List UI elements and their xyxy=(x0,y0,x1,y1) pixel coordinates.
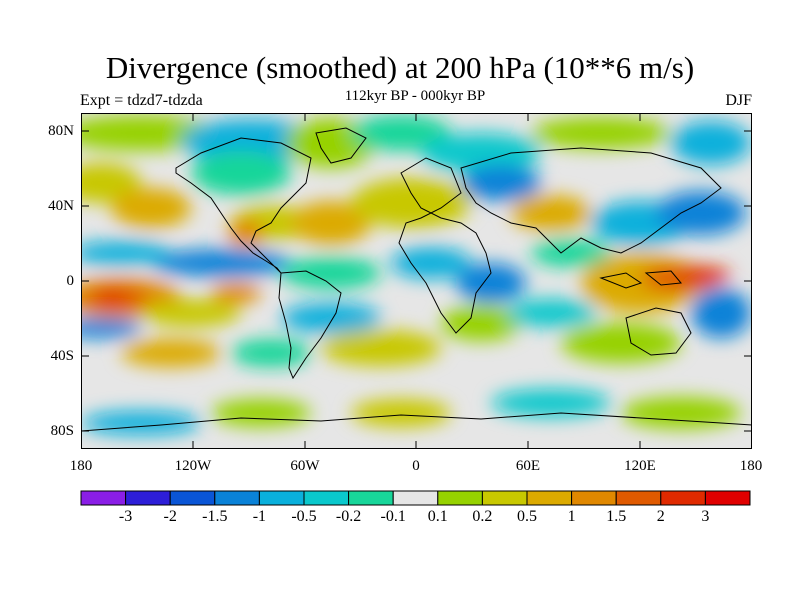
map-title: Divergence (smoothed) at 200 hPa (10**6 … xyxy=(105,50,695,85)
colorbar-label: 2 xyxy=(656,508,665,525)
colorbar-label: 0.1 xyxy=(427,508,448,525)
coastlines xyxy=(81,127,752,432)
season-label: DJF xyxy=(725,92,752,109)
colorbar-label: -1 xyxy=(252,508,267,525)
map-svg xyxy=(81,113,752,449)
colorbar-label: -0.2 xyxy=(335,508,362,525)
lon-label-120e: 120E xyxy=(624,458,656,474)
colorbar-box xyxy=(80,490,127,506)
lat-label-80s: 80S xyxy=(50,423,74,439)
colorbar-box xyxy=(303,490,350,506)
lon-label-120w: 120W xyxy=(174,458,212,474)
colorbar-label: 0.5 xyxy=(517,508,537,525)
lon-label-180w: 180 xyxy=(69,458,93,474)
lat-label-40s: 40S xyxy=(50,348,74,364)
colorbar-label: -1.5 xyxy=(202,508,228,525)
lat-label-40n: 40N xyxy=(48,198,74,214)
colorbar-box xyxy=(571,490,617,506)
lon-label-0: 0 xyxy=(412,458,420,474)
colorbar-label: 3 xyxy=(701,508,710,525)
colorbar-label: 1.5 xyxy=(606,508,627,525)
colorbar-label: -3 xyxy=(118,508,133,525)
colorbar-box xyxy=(615,490,662,506)
colorbar-label: 0.2 xyxy=(472,508,493,525)
colorbar-box xyxy=(526,490,573,506)
colorbar-box xyxy=(704,490,751,506)
lat-label-80n: 80N xyxy=(48,123,74,139)
colorbar-label: -0.1 xyxy=(380,508,406,525)
divergence-map xyxy=(81,113,752,449)
experiment-label: Expt = tdzd7-tdzda xyxy=(80,92,203,109)
lon-label-60w: 60W xyxy=(290,458,320,474)
lon-label-180e: 180 xyxy=(739,458,763,474)
colorbar-box xyxy=(258,490,305,506)
map-subtitle: 112kyr BP - 000kyr BP xyxy=(344,88,486,104)
colorbar-box xyxy=(481,490,528,506)
colorbar-box xyxy=(214,490,260,506)
colorbar-label: -0.5 xyxy=(291,508,317,525)
colorbar-box xyxy=(660,490,706,506)
colorbar-box xyxy=(392,490,439,506)
colorbar-box xyxy=(169,490,216,506)
colorbar-box xyxy=(437,490,483,506)
map-ticks xyxy=(81,113,752,449)
colorbar-label: 1 xyxy=(567,508,576,525)
colorbar-box xyxy=(348,490,394,506)
colorbar-label: -2 xyxy=(163,508,177,525)
lon-label-60e: 60E xyxy=(515,458,541,474)
colorbar-box xyxy=(125,490,171,506)
colorbar-boxes xyxy=(80,490,751,506)
lat-label-0: 0 xyxy=(66,273,75,289)
